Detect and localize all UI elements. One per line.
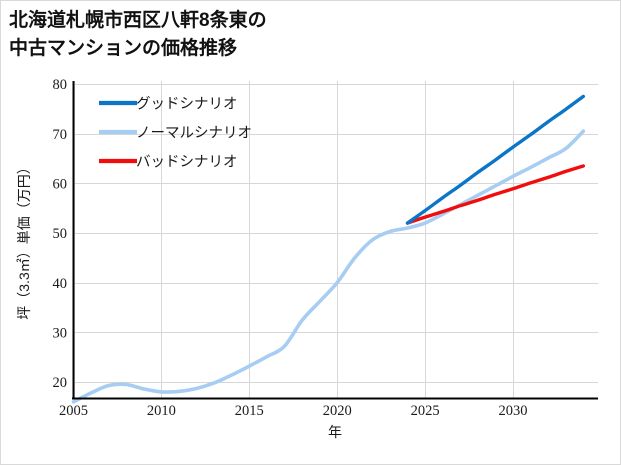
x-tick-label: 2030 — [499, 403, 528, 419]
x-axis-title: 年 — [328, 424, 342, 440]
page-title: 北海道札幌市西区八軒8条東の 中古マンションの価格推移 — [9, 10, 267, 59]
y-tick-label: 60 — [53, 177, 68, 193]
y-tick-label: 40 — [53, 276, 68, 292]
legend-label: バッドシナリオ — [136, 154, 238, 170]
series-group — [71, 94, 586, 404]
axis-lines — [72, 81, 598, 400]
series-line-good — [405, 94, 586, 225]
legend-label: グッドシナリオ — [136, 95, 238, 112]
x-tick-label: 2010 — [147, 403, 176, 419]
series-line-bad — [405, 164, 586, 225]
x-tick-label: 2020 — [323, 403, 352, 419]
y-tick-label: 50 — [53, 226, 68, 242]
y-tick-label: 70 — [53, 127, 68, 143]
y-axis-tick-labels: 20 30 40 50 60 70 80 — [53, 77, 68, 391]
x-tick-label: 2005 — [59, 403, 88, 419]
x-tick-label: 2015 — [235, 403, 264, 419]
x-tick-label: 2025 — [411, 403, 440, 419]
series-line-normal — [71, 129, 586, 404]
y-tick-label: 30 — [53, 326, 68, 342]
legend-label: ノーマルシナリオ — [136, 125, 252, 141]
x-axis-tick-labels: 2005 2010 2015 2020 2025 2030 — [59, 403, 528, 419]
y-tick-label: 20 — [53, 375, 68, 391]
y-tick-label: 80 — [53, 77, 68, 93]
y-axis-title: 坪（3.3㎡）単価（万円） — [16, 160, 32, 319]
